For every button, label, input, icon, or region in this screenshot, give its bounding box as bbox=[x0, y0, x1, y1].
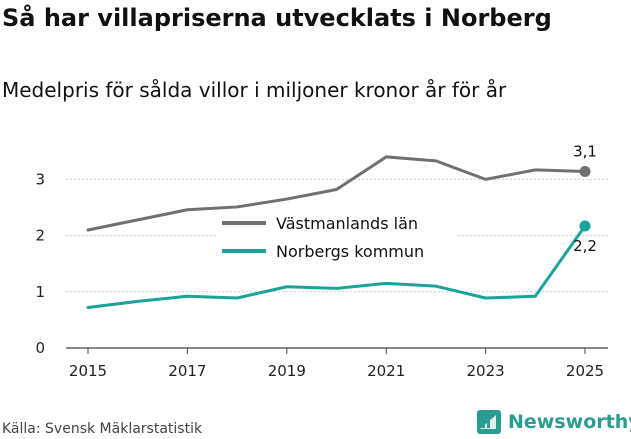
series-line-norberg bbox=[86, 224, 587, 310]
x-tick-label: 2023 bbox=[467, 362, 505, 380]
x-tick-label: 2019 bbox=[268, 362, 306, 380]
y-tick-label: 2 bbox=[35, 227, 45, 245]
legend-background bbox=[217, 210, 457, 266]
y-tick-label: 3 bbox=[35, 170, 45, 188]
end-label-vastmanland: 3,1 bbox=[573, 143, 597, 161]
y-tick-label: 1 bbox=[35, 283, 45, 301]
legend-label-vastmanland: Västmanlands län bbox=[276, 214, 418, 233]
series-line-vastmanland bbox=[86, 155, 587, 232]
x-tick-label: 2017 bbox=[168, 362, 206, 380]
x-tick-label: 2015 bbox=[69, 362, 107, 380]
legend: Västmanlands län Norbergs kommun bbox=[217, 210, 457, 266]
brand-name: Newsworthy bbox=[508, 411, 631, 433]
end-point-vastmanland bbox=[579, 166, 591, 178]
chart-subtitle: Medelpris för sålda villor i miljoner kr… bbox=[2, 78, 507, 102]
y-tick-label: 0 bbox=[35, 339, 45, 357]
chart-title: Så har villapriserna utvecklats i Norber… bbox=[2, 4, 552, 32]
brand-logo[interactable]: Newsworthy bbox=[476, 409, 631, 435]
source-note: Källa: Svensk Mäklarstatistik bbox=[2, 421, 203, 437]
legend-label-norberg: Norbergs kommun bbox=[276, 242, 424, 261]
newsworthy-logo-icon bbox=[477, 410, 501, 434]
x-tick-label: 2021 bbox=[367, 362, 405, 380]
x-tick-label: 2025 bbox=[566, 362, 604, 380]
end-point-norberg bbox=[579, 220, 591, 232]
end-label-norberg: 2,2 bbox=[573, 237, 597, 255]
